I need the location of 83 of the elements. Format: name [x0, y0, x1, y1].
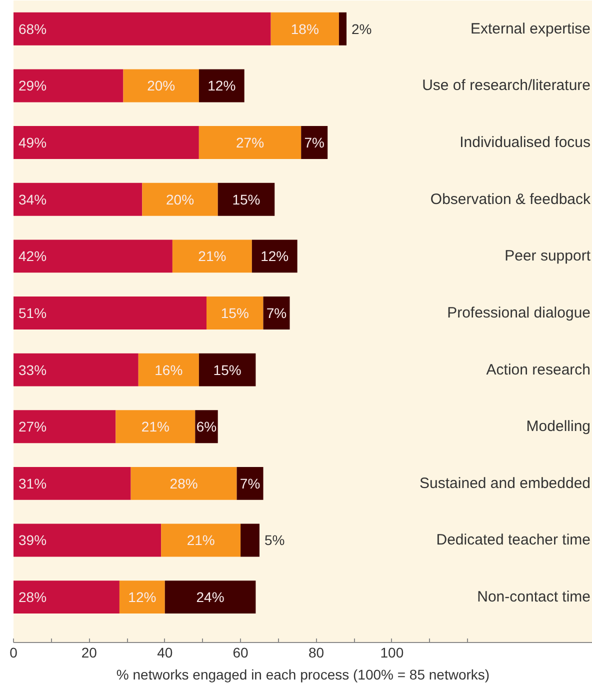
y-tick-label: Sustained and embedded	[420, 474, 591, 492]
y-tick-label: Non-contact time	[477, 588, 591, 606]
data-label: 20%	[166, 191, 194, 208]
x-tick-label: 60	[232, 644, 249, 660]
bar	[119, 580, 165, 614]
data-label: 34%	[18, 191, 47, 208]
bar	[198, 353, 256, 386]
data-label: 21%	[186, 532, 215, 548]
bar	[14, 240, 172, 273]
bar	[14, 126, 199, 160]
bar	[142, 182, 218, 216]
data-label: 18%	[290, 20, 319, 37]
y-tick-label: Observation & feedback	[430, 190, 591, 208]
bar	[14, 296, 206, 330]
bar	[14, 182, 142, 216]
bar	[270, 12, 339, 46]
bar	[116, 410, 196, 444]
data-label: 20%	[147, 78, 176, 94]
bar	[338, 12, 347, 46]
data-label: 27%	[236, 134, 264, 151]
x-tick-label: 100	[380, 644, 404, 660]
bar	[14, 12, 271, 46]
bar	[218, 182, 275, 216]
bar	[240, 524, 260, 557]
data-label: 15%	[213, 362, 242, 378]
data-label: 7%	[304, 134, 324, 151]
y-tick-label: Use of research/literature	[422, 77, 590, 94]
x-tick-label: 20	[81, 644, 98, 660]
data-label: 42%	[18, 248, 47, 264]
bar	[123, 69, 199, 102]
bar	[138, 353, 199, 386]
bar	[14, 69, 124, 102]
data-label: 49%	[18, 134, 47, 151]
bar	[198, 69, 244, 102]
data-label: 5%	[264, 532, 285, 548]
x-axis-title: % networks engaged in each process (100% = 85 networks)	[116, 666, 490, 682]
data-label: 28%	[18, 589, 47, 606]
data-label: 21%	[141, 418, 170, 435]
data-label: 7%	[266, 304, 287, 321]
y-tick-label: Modelling	[526, 418, 591, 436]
bar	[14, 580, 120, 614]
bar	[164, 580, 256, 614]
x-tick-label: 40	[157, 644, 173, 660]
x-tick-label: 0	[10, 644, 18, 660]
y-tick-label: Peer support	[504, 248, 592, 265]
bar	[14, 524, 162, 557]
bar	[130, 466, 237, 500]
bar	[198, 126, 302, 160]
data-label: 12%	[128, 589, 156, 606]
data-label: 7%	[240, 475, 260, 492]
data-label: 12%	[208, 78, 236, 94]
data-label: 12%	[260, 248, 289, 264]
data-label: 29%	[18, 78, 47, 94]
x-tick-label: 80	[308, 644, 324, 660]
data-label: 2%	[352, 20, 372, 37]
data-label: 24%	[196, 589, 224, 606]
data-label: 31%	[18, 475, 47, 492]
data-label: 15%	[232, 191, 260, 208]
bar	[14, 353, 138, 386]
y-tick-label: Professional dialogue	[447, 304, 591, 322]
data-label: 51%	[18, 304, 47, 321]
bar	[252, 240, 298, 273]
data-label: 33%	[18, 362, 47, 378]
bar	[263, 296, 290, 330]
bar	[206, 296, 264, 330]
data-label: 28%	[170, 475, 198, 492]
y-tick-label: External expertise	[470, 20, 591, 38]
y-tick-label: Individualised focus	[460, 134, 591, 152]
bar	[14, 466, 131, 500]
bar	[14, 410, 116, 444]
data-label: 16%	[154, 362, 183, 378]
bar	[236, 466, 264, 500]
y-tick-label: Action research	[486, 361, 590, 378]
data-label: 6%	[196, 418, 217, 435]
data-label: 15%	[220, 304, 249, 321]
y-tick-label: Dedicated teacher time	[436, 532, 590, 549]
data-label: 39%	[18, 532, 47, 548]
bar	[161, 524, 241, 557]
bar	[172, 240, 252, 273]
data-label: 21%	[198, 248, 226, 264]
bar	[301, 126, 328, 160]
data-label: 68%	[18, 20, 47, 37]
data-label: 27%	[18, 418, 47, 435]
